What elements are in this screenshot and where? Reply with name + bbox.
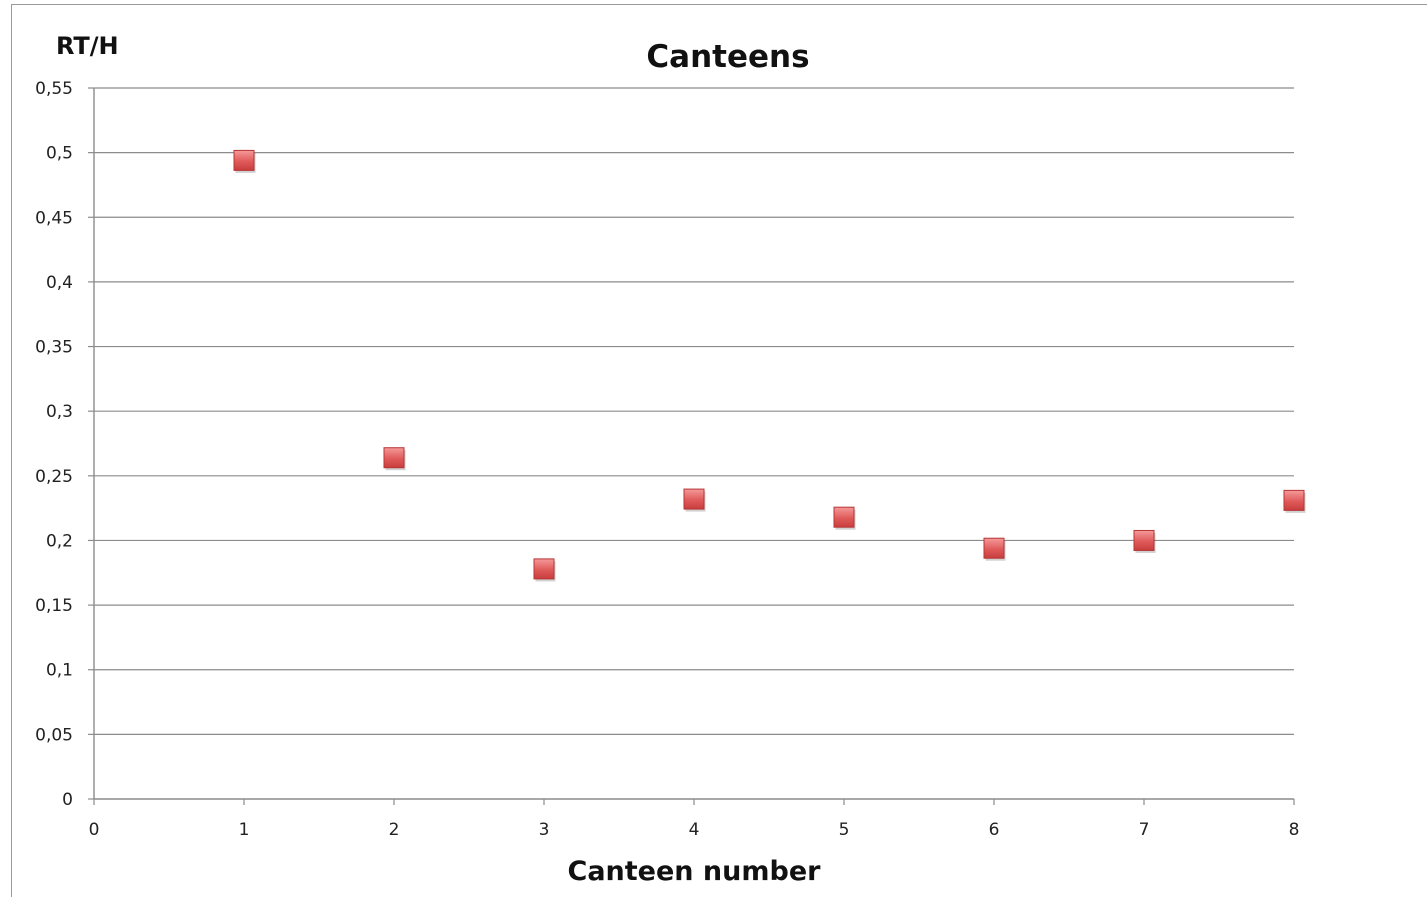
- x-tick-label: 2: [389, 820, 400, 840]
- data-point: [983, 537, 1005, 559]
- tick-labels: 0 0,05 0,1 0,15 0,2 0,25 0,3 0,35 0,4 0,45 0,5 0,55…: [35, 79, 1299, 840]
- x-tick-label: 4: [689, 820, 700, 840]
- x-tick-label: 6: [989, 820, 1000, 840]
- data-point: [533, 558, 555, 580]
- data-point: [833, 506, 855, 528]
- y-tick-label: 0,15: [35, 596, 73, 616]
- x-tick-label: 1: [239, 820, 250, 840]
- y-axis-title: RT/H: [56, 32, 119, 60]
- y-tick-label: 0: [62, 790, 73, 810]
- data-point: [1133, 529, 1155, 551]
- y-tick-label: 0,35: [35, 338, 73, 358]
- y-tick-label: 0,5: [46, 144, 73, 164]
- data-point: [233, 149, 255, 171]
- y-tick-label: 0,4: [46, 273, 73, 293]
- y-tick-label: 0,05: [35, 725, 73, 745]
- y-tick-label: 0,1: [46, 661, 73, 681]
- x-tick-label: 8: [1289, 820, 1300, 840]
- x-tick-label: 0: [89, 820, 100, 840]
- data-point: [683, 488, 705, 510]
- x-tick-label: 5: [839, 820, 850, 840]
- data-point: [383, 447, 405, 469]
- x-tick-label: 3: [539, 820, 550, 840]
- y-tick-label: 0,25: [35, 467, 73, 487]
- chart-title: Canteens: [646, 39, 809, 75]
- y-tick-label: 0,45: [35, 208, 73, 228]
- x-tick-label: 7: [1139, 820, 1150, 840]
- y-tick-label: 0,55: [35, 79, 73, 99]
- y-tick-label: 0,3: [46, 402, 73, 422]
- axes: [88, 87, 1295, 805]
- gridlines: [94, 87, 1294, 735]
- data-point: [1283, 489, 1305, 511]
- x-axis-title: Canteen number: [568, 856, 822, 887]
- y-tick-label: 0,2: [46, 531, 73, 551]
- data-points: [233, 149, 1306, 582]
